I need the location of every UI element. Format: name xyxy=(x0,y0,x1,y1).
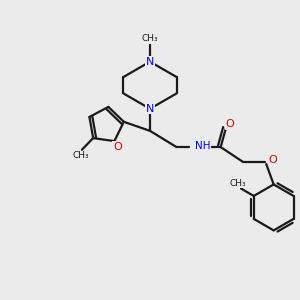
Text: N: N xyxy=(146,57,154,67)
Text: N: N xyxy=(146,104,154,114)
Text: CH₃: CH₃ xyxy=(229,179,246,188)
Text: CH₃: CH₃ xyxy=(142,34,158,43)
Text: CH₃: CH₃ xyxy=(72,151,89,160)
Text: O: O xyxy=(225,119,234,129)
Text: O: O xyxy=(113,142,122,152)
Text: O: O xyxy=(268,155,277,165)
Text: NH: NH xyxy=(195,142,211,152)
